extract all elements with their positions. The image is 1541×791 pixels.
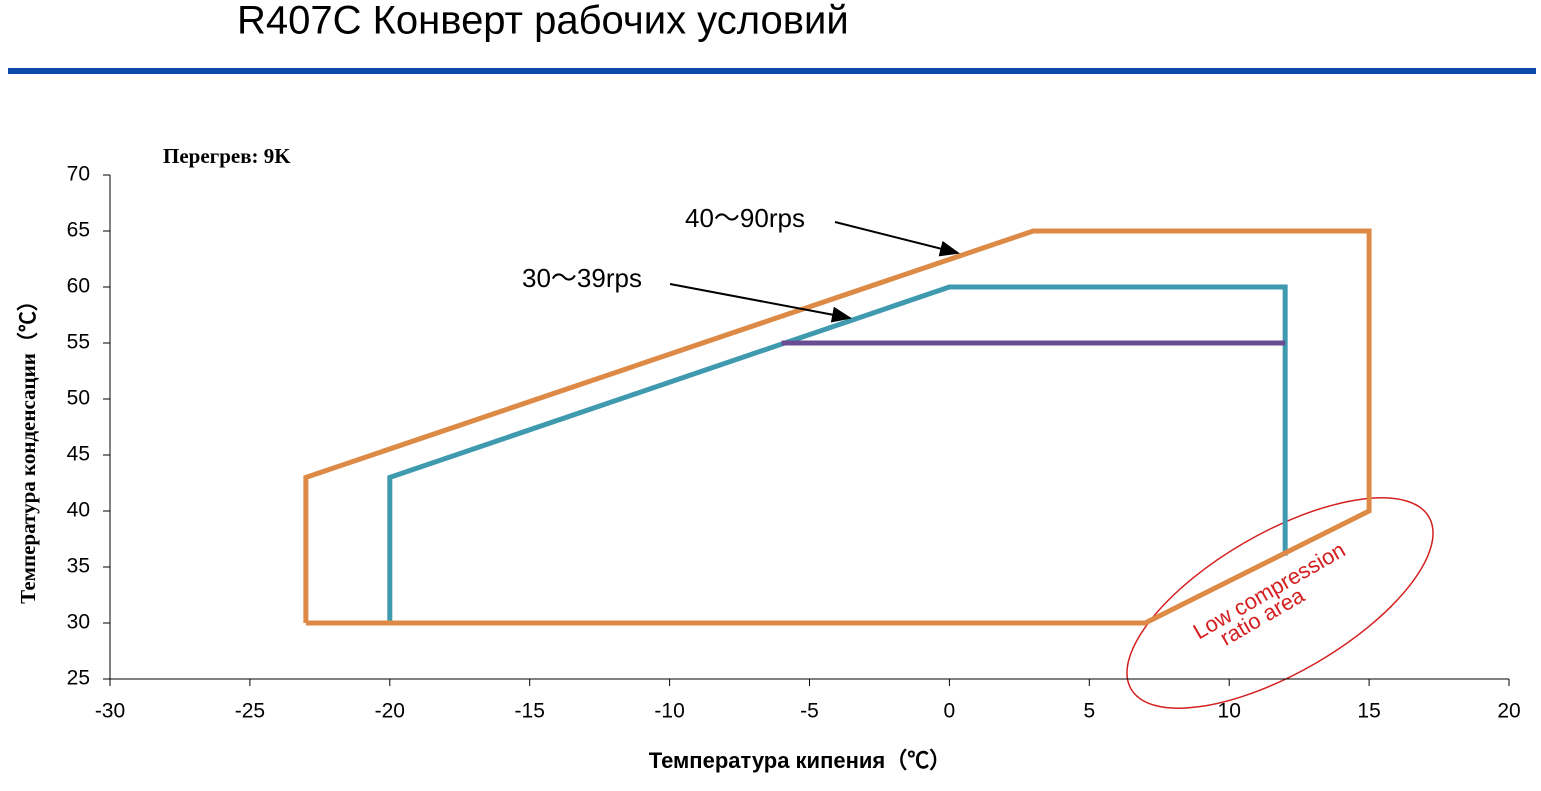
page-title: R407C Конверт рабочих условий [237, 0, 849, 43]
y-axis-label: Температура конденсации（℃） [16, 290, 40, 604]
x-tick-label: 20 [1497, 700, 1520, 723]
y-tick-label: 25 [67, 667, 90, 690]
y-tick-label: 55 [67, 331, 90, 354]
y-tick-label: 70 [67, 163, 90, 186]
x-tick-label: -15 [515, 700, 545, 723]
title-rule [8, 68, 1536, 74]
x-tick-label: -30 [95, 700, 125, 723]
x-axis-label: Температура кипения（℃） [649, 748, 952, 773]
x-tick-label: -10 [654, 700, 684, 723]
x-tick-label: -25 [235, 700, 265, 723]
x-tick-label: 15 [1357, 700, 1380, 723]
y-tick-label: 40 [67, 499, 90, 522]
y-tick-label: 30 [67, 611, 90, 634]
y-tick-label: 50 [67, 387, 90, 410]
callout-arrow [834, 221, 960, 257]
x-tick-label: 10 [1218, 700, 1241, 723]
x-tick-label: -5 [800, 700, 819, 723]
x-tick-label: 0 [944, 700, 956, 723]
series-label: 30～39rps [522, 263, 642, 293]
series-label: 40～90rps [685, 203, 805, 233]
y-tick-label: 60 [67, 275, 90, 298]
y-tick-label: 65 [67, 219, 90, 242]
y-tick-label: 35 [67, 555, 90, 578]
series-line [303, 228, 1372, 626]
series-line [387, 284, 1288, 623]
x-tick-label: 5 [1083, 700, 1095, 723]
y-tick-label: 45 [67, 443, 90, 466]
region-ellipse [1126, 497, 1434, 709]
callout-arrow [669, 283, 852, 323]
x-tick-label: -20 [375, 700, 405, 723]
annotation: Перегрев: 9K [163, 144, 291, 168]
